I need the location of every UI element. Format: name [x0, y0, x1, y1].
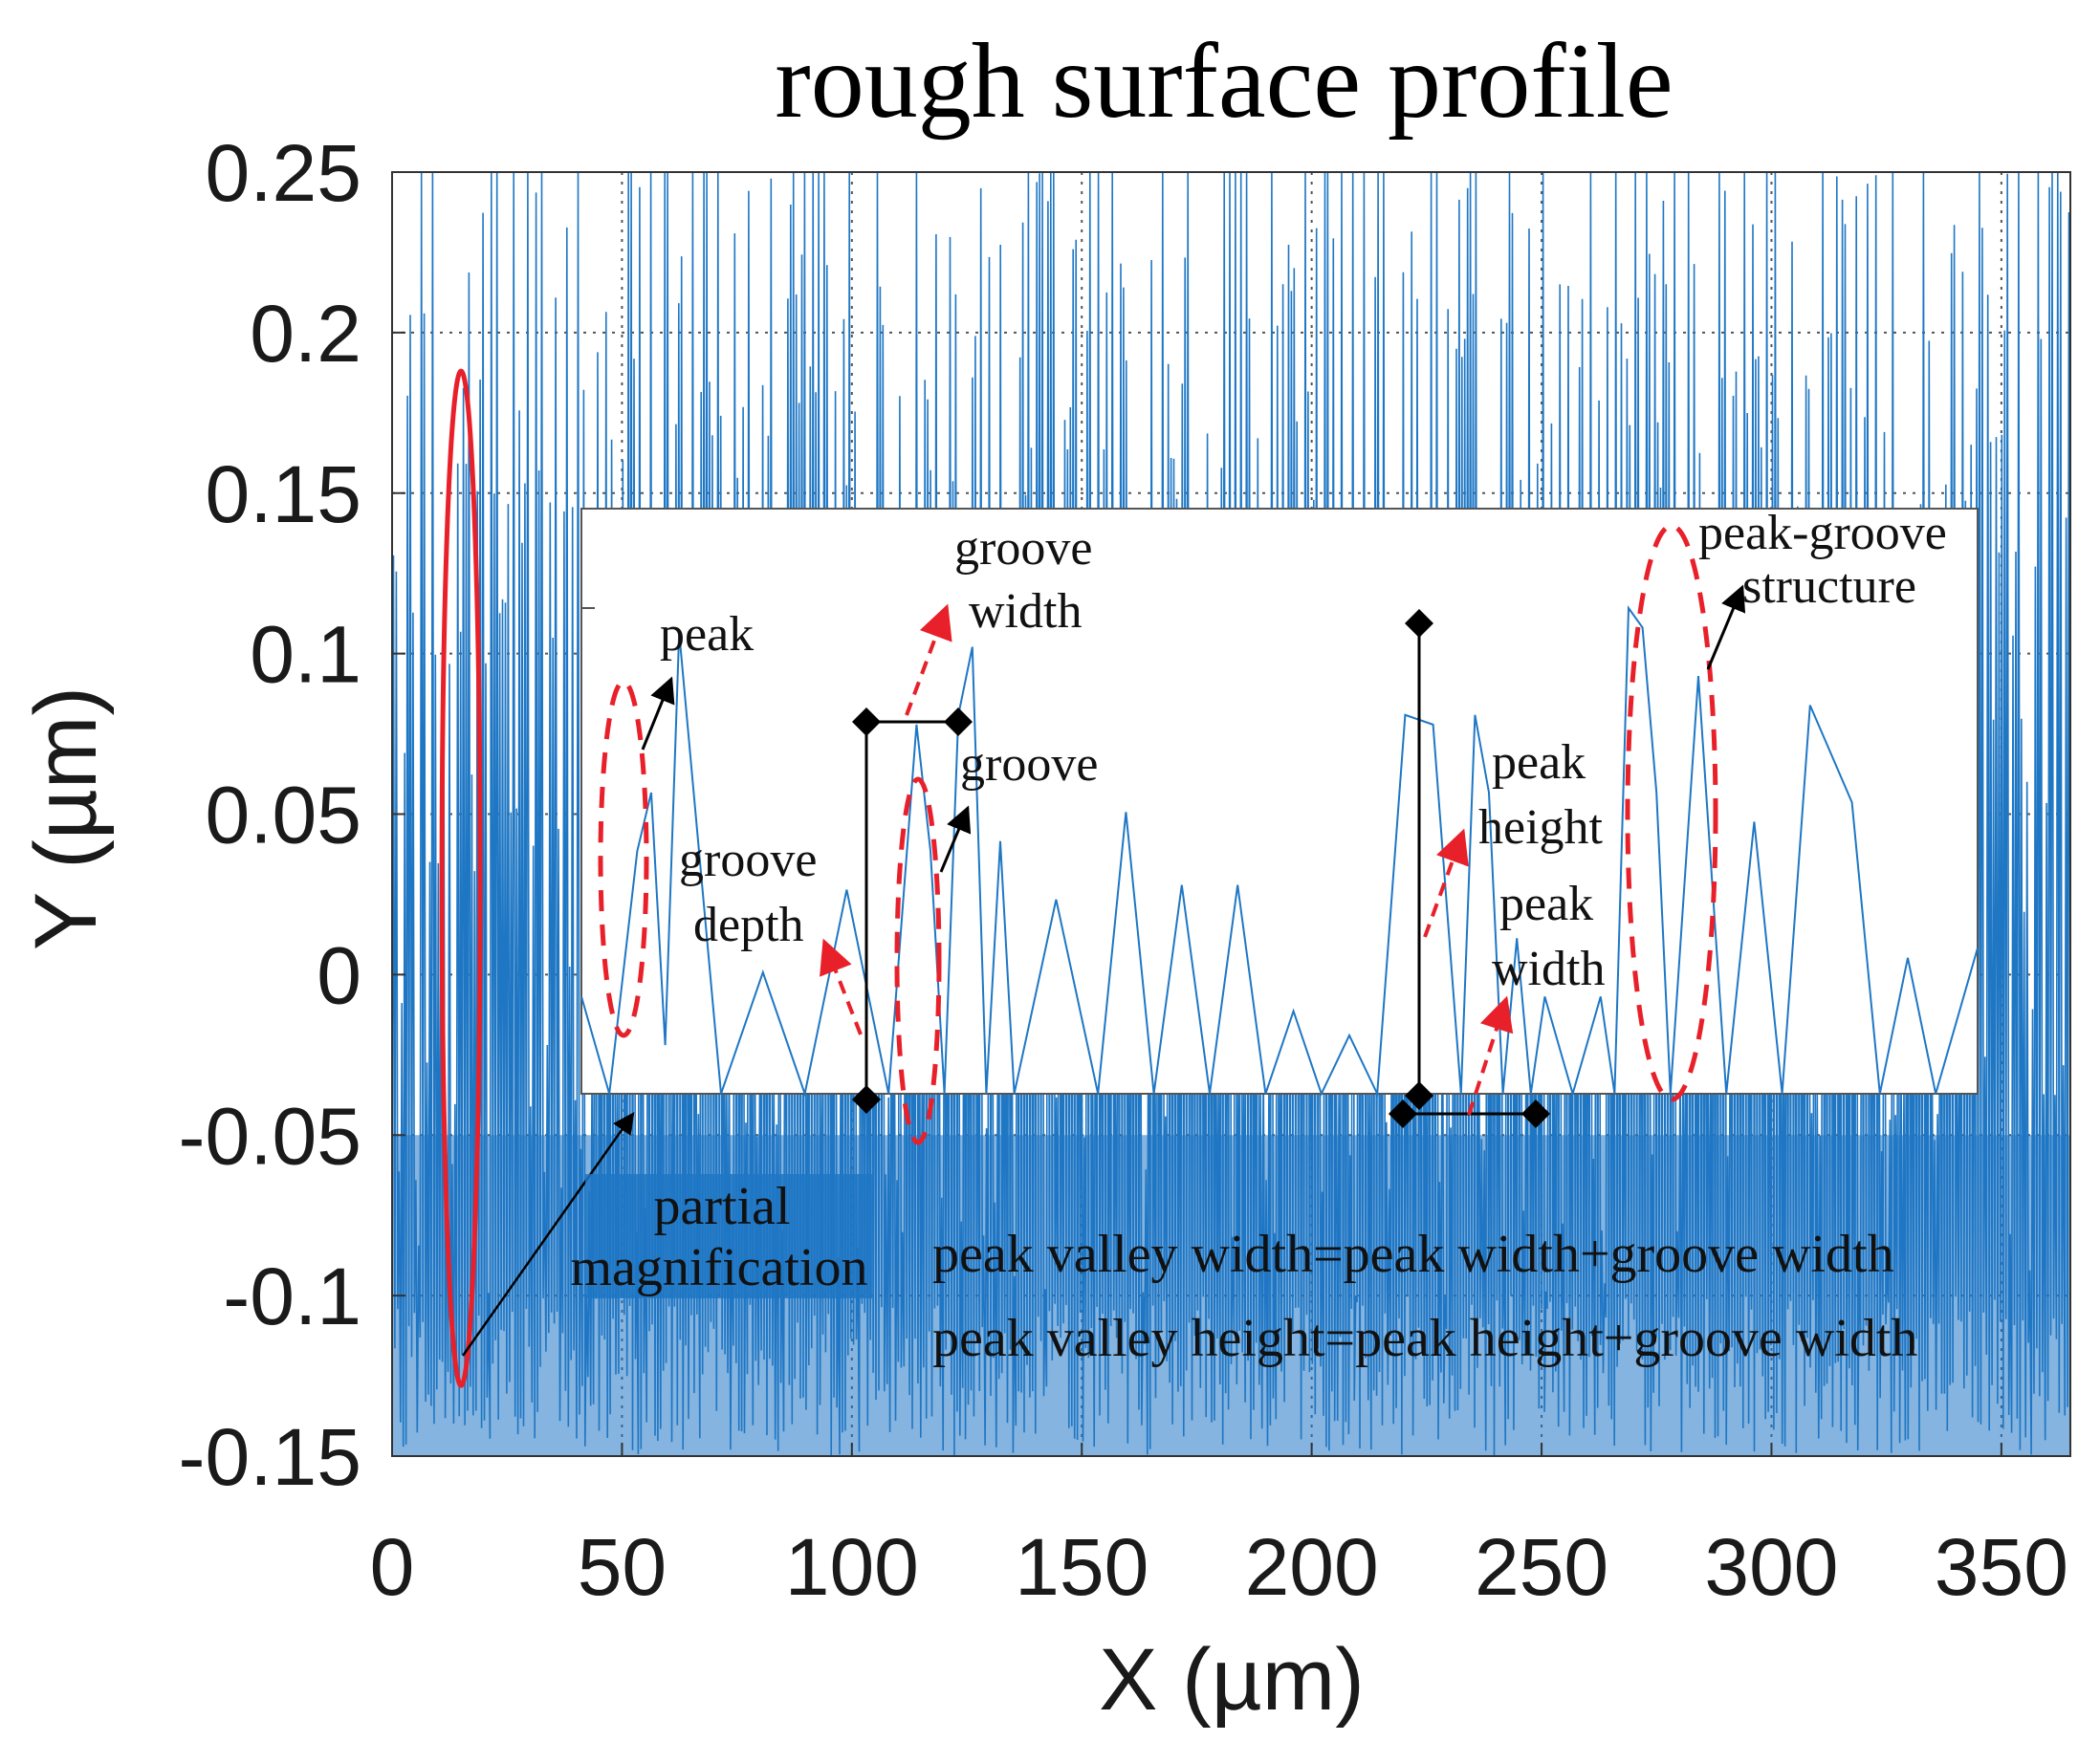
formula-peak-valley-width: peak valley width=peak width+groove widt…: [932, 1225, 1894, 1284]
label-peak-width-line2: width: [1492, 942, 1605, 996]
measurement-diamonds: [852, 609, 1550, 1128]
peak-ellipse: [598, 679, 649, 1038]
partial-magnification-label-line2: magnification: [570, 1238, 867, 1297]
x-tick-label: 100: [785, 1522, 919, 1612]
label-peak-height-line1: peak: [1492, 735, 1586, 790]
label-groove-width-line2: width: [969, 584, 1082, 639]
label-groove: groove: [960, 737, 1098, 792]
partial-magnification-arrow: [461, 1112, 635, 1357]
groove-depth-red-arrow: [820, 938, 863, 1035]
x-axis-ticks: 0 50 100 150 200 250 300 350: [370, 1443, 2068, 1612]
x-tick-label: 50: [578, 1522, 667, 1612]
chart-title: rough surface profile: [775, 22, 1673, 141]
label-groove-depth-line1: groove: [679, 833, 817, 887]
y-tick-label: -0.1: [223, 1252, 361, 1341]
partial-magnification-label-line1: partial: [653, 1177, 790, 1236]
y-axis-label: Y (µm): [17, 686, 115, 950]
peak-groove-arrow: [1706, 584, 1746, 670]
x-axis-label: X (µm): [1099, 1631, 1365, 1729]
magnified-region-ellipse: [439, 368, 483, 1388]
partial-magnification-label-bg: [585, 1174, 872, 1298]
x-tick-label: 0: [370, 1522, 415, 1612]
label-groove-depth-line2: depth: [693, 898, 804, 952]
label-peak-groove-line1: peak-groove: [1698, 506, 1947, 560]
y-tick-label: -0.15: [179, 1412, 361, 1502]
label-peak-groove-line2: structure: [1742, 559, 1916, 614]
y-tick-label: 0.15: [206, 449, 362, 539]
peak-height-red-arrow: [1423, 828, 1469, 938]
groove-width-red-arrow: [905, 603, 952, 716]
y-tick-label: 0.05: [206, 771, 362, 860]
groove-arrow: [939, 805, 972, 873]
y-tick-label: 0: [317, 930, 361, 1020]
label-peak: peak: [660, 607, 754, 662]
label-peak-height-line2: height: [1478, 800, 1604, 855]
label-peak-width-line1: peak: [1499, 877, 1593, 931]
x-tick-label: 150: [1015, 1522, 1148, 1612]
formula-peak-valley-height: peak valley height=peak height+groove wi…: [932, 1309, 1917, 1368]
groove-ellipse: [894, 776, 942, 1145]
x-tick-label: 250: [1475, 1522, 1608, 1612]
peak-groove-ellipse: [1625, 523, 1718, 1102]
inset-series: [580, 605, 1979, 1098]
x-tick-label: 300: [1704, 1522, 1838, 1612]
peak-width-red-arrow: [1467, 995, 1514, 1116]
peak-arrow: [641, 676, 675, 751]
inset-series-line: [580, 605, 1979, 1098]
y-tick-label: 0.2: [250, 289, 361, 379]
y-tick-label: 0.25: [206, 128, 362, 218]
inset-partial-magnification: peak groove width groove groove depth pe…: [580, 506, 1979, 1145]
label-groove-width-line1: groove: [954, 521, 1092, 576]
y-axis-ticks: -0.15 -0.1 -0.05 0 0.05 0.1 0.15 0.2 0.25: [179, 128, 405, 1502]
y-tick-label: -0.05: [179, 1091, 361, 1181]
x-tick-label: 200: [1245, 1522, 1379, 1612]
x-tick-label: 350: [1935, 1522, 2068, 1612]
y-tick-label: 0.1: [250, 610, 361, 700]
